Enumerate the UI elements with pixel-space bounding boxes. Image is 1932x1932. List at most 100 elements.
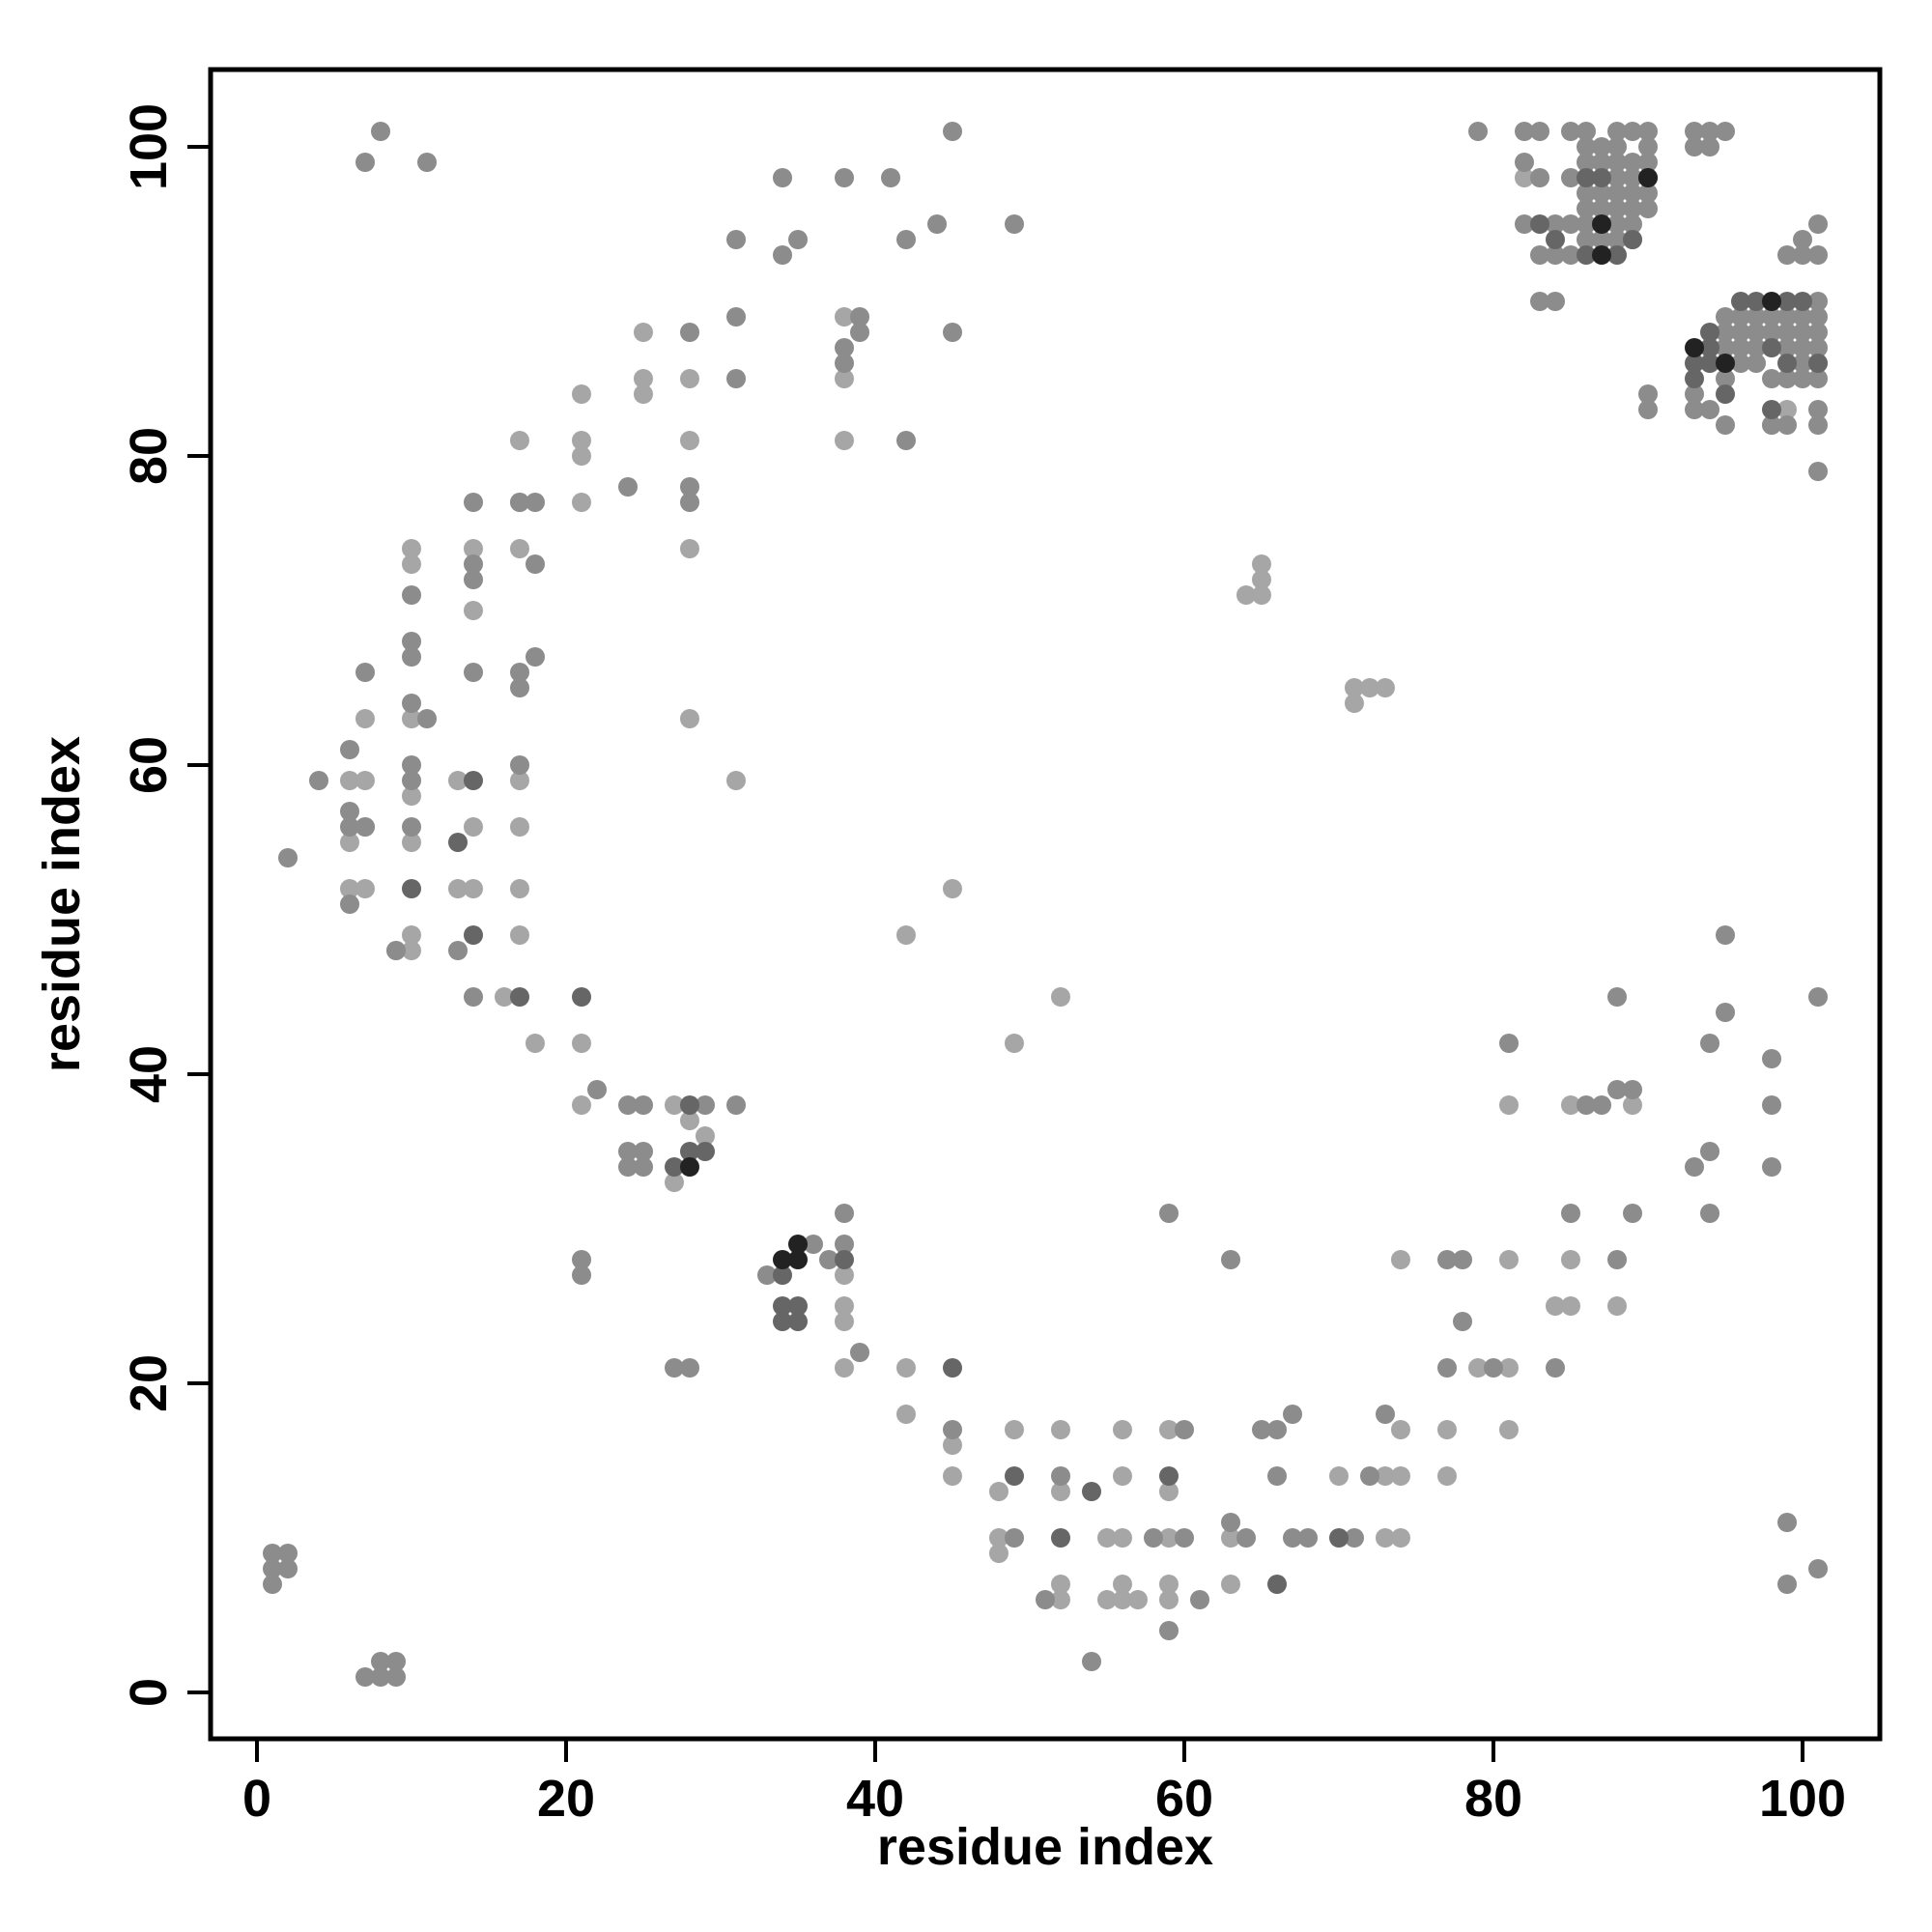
- contact-point-medium: [1777, 415, 1797, 435]
- y-tick-label: 0: [120, 1678, 178, 1707]
- contact-point-medium: [1808, 292, 1828, 311]
- contact-point-dark: [464, 771, 483, 790]
- contact-point-medium: [1638, 153, 1658, 172]
- contact-point-medium: [1546, 1358, 1565, 1378]
- contact-point-medium: [1360, 1466, 1379, 1486]
- contact-point-medium: [1762, 1095, 1781, 1115]
- contact-point-light: [402, 709, 421, 728]
- contact-point-medium: [1561, 1204, 1580, 1223]
- contact-point-medium: [1685, 384, 1704, 404]
- contact-point-medium: [1638, 184, 1658, 203]
- contact-point-medium: [1808, 415, 1828, 435]
- contact-point-medium: [402, 632, 421, 651]
- contact-point-light: [464, 817, 483, 837]
- contact-point-medium: [835, 1204, 854, 1223]
- contact-point-light: [1360, 678, 1379, 697]
- contact-point-light: [665, 1095, 684, 1115]
- contact-point-medium: [618, 1095, 638, 1115]
- contact-point-light: [1252, 554, 1271, 574]
- contact-point-light: [943, 879, 962, 898]
- contact-point-medium: [634, 1095, 653, 1115]
- contact-point-medium: [355, 1667, 375, 1687]
- contact-point-medium: [1607, 184, 1627, 203]
- contact-point-dark: [1808, 354, 1828, 373]
- contact-point-medium: [1607, 168, 1627, 187]
- contact-point-medium: [371, 1667, 390, 1687]
- contact-point-medium: [1051, 1466, 1070, 1486]
- contact-point-light: [402, 554, 421, 574]
- contact-point-medium: [417, 709, 437, 728]
- contact-point-medium: [1561, 122, 1580, 141]
- contact-point-medium: [1623, 122, 1642, 141]
- contact-point-light: [1113, 1575, 1132, 1594]
- contact-point-medium: [1577, 214, 1596, 234]
- contact-point-dark: [572, 987, 591, 1007]
- contact-point-darkest: [788, 1235, 808, 1254]
- contact-point-medium: [1808, 400, 1828, 419]
- contact-point-medium: [1808, 307, 1828, 327]
- contact-point-medium: [1577, 230, 1596, 249]
- contact-point-light: [340, 833, 359, 852]
- contact-point-light: [896, 1405, 916, 1424]
- contact-point-dark: [680, 1142, 699, 1161]
- contact-point-light: [835, 369, 854, 388]
- contact-point-medium: [1623, 168, 1642, 187]
- contact-point-medium: [1546, 245, 1565, 265]
- contact-point-medium: [1499, 1034, 1519, 1053]
- contact-point-light: [464, 879, 483, 898]
- contact-point-light: [1113, 1590, 1132, 1609]
- contact-point-medium: [1484, 1358, 1503, 1378]
- contact-point-medium: [402, 817, 421, 837]
- contact-point-medium: [1762, 369, 1781, 388]
- contact-point-medium: [1793, 354, 1812, 373]
- contact-point-medium: [1592, 184, 1611, 203]
- contact-point-light: [943, 1435, 962, 1455]
- contact-point-light: [510, 431, 529, 450]
- contact-point-medium: [1777, 369, 1797, 388]
- contact-point-light: [402, 539, 421, 558]
- x-axis-title: residue index: [877, 1818, 1213, 1876]
- contact-point-dark: [696, 1142, 715, 1161]
- contact-point-medium: [1638, 122, 1658, 141]
- contact-point-medium: [1468, 122, 1488, 141]
- contact-point-medium: [1623, 1204, 1642, 1223]
- x-axis: 0 20 40 60 80 100: [242, 1739, 1846, 1828]
- contact-point-light: [680, 431, 699, 450]
- contact-point-dark: [1700, 338, 1719, 357]
- contact-point-dark: [1530, 214, 1549, 234]
- contact-point-light: [989, 1544, 1009, 1563]
- contact-point-medium: [804, 1235, 823, 1254]
- contact-point-light: [1051, 1482, 1070, 1501]
- contact-point-medium: [835, 168, 854, 187]
- contact-point-medium: [1592, 199, 1611, 218]
- contact-point-medium: [1700, 1142, 1719, 1161]
- contact-point-light: [526, 1034, 545, 1053]
- contact-point-medium: [1577, 1095, 1596, 1115]
- contact-point-dark: [1793, 292, 1812, 311]
- contact-point-light: [355, 709, 375, 728]
- contact-point-light: [1159, 1420, 1179, 1439]
- contact-point-medium: [1345, 1528, 1364, 1548]
- contact-point-light: [1159, 1575, 1179, 1594]
- contact-point-medium: [1716, 415, 1735, 435]
- contact-point-light: [355, 771, 375, 790]
- contact-point-light: [402, 925, 421, 945]
- contact-point-medium: [1577, 184, 1596, 203]
- contact-point-medium: [1175, 1528, 1194, 1548]
- contact-point-medium: [1236, 1528, 1256, 1548]
- contact-point-dark: [1577, 168, 1596, 187]
- contact-point-medium: [680, 1358, 699, 1378]
- contact-point-medium: [386, 941, 406, 960]
- contact-point-light: [1499, 1358, 1519, 1378]
- contact-point-medium: [1731, 307, 1750, 327]
- contact-point-medium: [1221, 1513, 1240, 1532]
- contact-point-light: [510, 771, 529, 790]
- contact-point-medium: [1716, 369, 1735, 388]
- contact-point-medium: [1561, 245, 1580, 265]
- contact-point-medium: [1808, 987, 1828, 1007]
- contact-point-light: [1623, 1095, 1642, 1115]
- contact-point-darkest: [680, 1157, 699, 1177]
- contact-point-medium: [1777, 245, 1797, 265]
- contact-point-light: [1097, 1528, 1117, 1548]
- contact-point-medium: [1716, 1003, 1735, 1022]
